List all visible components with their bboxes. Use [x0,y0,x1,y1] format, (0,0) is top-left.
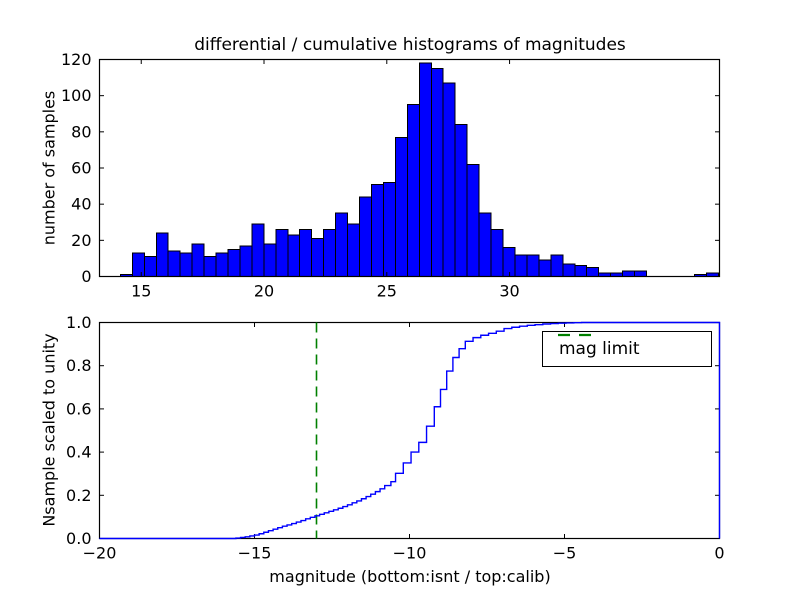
histogram-bar [335,212,349,278]
bottom-plot-x-tick-label: −5 [553,544,577,563]
histogram-bar [466,163,480,278]
histogram-bar [406,104,420,277]
top-plot-y-tick-label: 40 [71,195,91,214]
histogram-bar [251,223,265,277]
x-axis-label: magnitude (bottom:isnt / top:calib) [269,567,551,586]
top-plot-y-tick-label: 0 [81,267,91,286]
top-plot-y-tick-label: 20 [71,231,91,250]
histogram-bar [442,82,456,278]
cumulative-curve [99,321,721,540]
histogram-bar [478,212,492,278]
histogram-bar [359,196,372,277]
histogram-bar [526,254,540,278]
top-plot-x-tick-label: 30 [499,282,519,301]
histogram-bar [239,245,253,277]
bottom-plot-y-tick-label: 0.6 [66,399,91,418]
top-plot-spines [98,58,721,278]
histogram-bar [502,247,516,278]
histogram-bar [370,183,384,277]
histogram-bar [155,232,169,278]
legend: mag limit [542,331,712,367]
figure-title: differential / cumulative histograms of … [194,35,626,55]
histogram-bar [227,248,241,278]
histogram-bar [586,266,600,277]
top-plot-y-tick-label: 60 [71,159,91,178]
top-plot-y-tick-label: 100 [61,86,92,105]
histogram-bar [562,263,576,277]
histogram-bar [490,228,504,277]
bottom-plot-y-tick-label: 0.2 [66,486,91,505]
histogram-bar [574,265,588,277]
histogram-bar [311,238,325,277]
histogram-bar [143,256,157,277]
histogram-bar [634,270,648,278]
histogram-bar [299,228,313,277]
bottom-y-axis-label: Nsample scaled to unity [39,333,59,527]
histogram-bar [179,252,193,278]
bottom-plot-y-tick-label: 0.0 [66,529,91,548]
top-plot-x-tick-label: 15 [131,282,151,301]
mag-limit-line-sample [558,333,600,337]
histogram-bar [430,68,444,278]
bottom-plot-x-tick-label: −10 [393,544,427,563]
bottom-plot-x-tick-label: −15 [238,544,272,563]
histogram-bar [454,124,468,277]
histogram-bar [275,228,289,277]
histogram-bar [263,243,277,277]
histogram-bar [203,256,217,277]
histogram-bar [287,234,301,278]
top-y-axis-label: number of samples [39,90,59,246]
histogram-bar [622,270,636,278]
legend-label: mag limit [559,339,640,359]
top-plot-y-tick-label: 120 [61,50,92,69]
histogram-bar [514,254,528,278]
histogram-bar [215,252,229,278]
top-plot-x-tick-label: 25 [377,282,397,301]
bottom-plot-y-tick-label: 0.4 [66,443,91,462]
bottom-plot-x-tick-label: 0 [714,544,724,563]
top-plot-y-tick-label: 80 [71,122,91,141]
histogram-bar [538,259,552,278]
histogram-bar [418,62,432,278]
histogram-bar [191,243,205,277]
histogram-bar [323,228,337,277]
histogram-bar [167,250,181,277]
top-plot-x-tick-label: 20 [254,282,274,301]
histogram-bar [394,136,408,277]
bottom-plot-y-tick-label: 1.0 [66,313,91,332]
histogram-bar [347,223,361,277]
histogram-bar [382,181,396,277]
bottom-plot-x-tick-label: −20 [83,544,117,563]
histogram-bar [550,254,564,278]
bottom-plot-y-tick-label: 0.8 [66,356,91,375]
histogram-bar [131,252,145,278]
